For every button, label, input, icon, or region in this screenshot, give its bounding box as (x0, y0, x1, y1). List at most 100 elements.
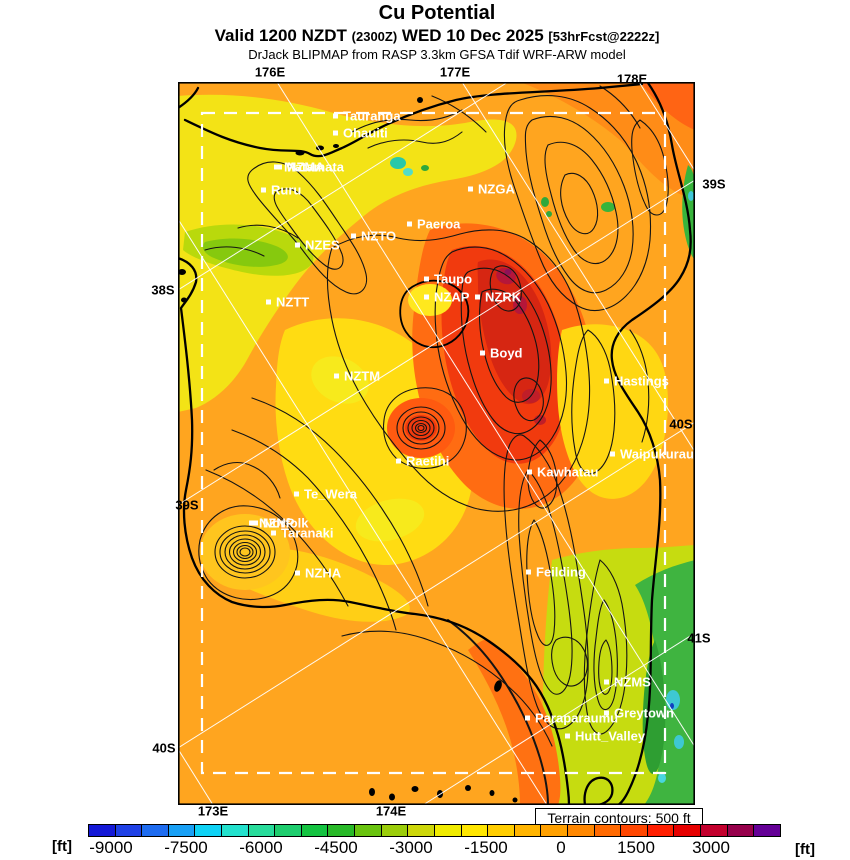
station-dot (333, 113, 338, 119)
axis-label: 176E (254, 64, 286, 80)
colorbar-segment (620, 825, 647, 836)
valid-date: WED 10 Dec 2025 (401, 26, 544, 45)
colorbar-segment (593, 825, 621, 836)
forecast-run: [53hrFcst@2222z] (548, 29, 660, 44)
station-label: NZTT (266, 296, 309, 309)
coastline (178, 82, 692, 805)
colorbar-tick-label: -1500 (464, 838, 508, 857)
station-label: NZES (295, 239, 340, 252)
station-label: Ruru (261, 184, 301, 197)
station-dot (294, 491, 299, 497)
station-dot (249, 520, 254, 526)
axis-label: 39S (175, 497, 199, 513)
colorbar-tick-label: 1500 (617, 838, 655, 857)
station-label: Feilding (526, 566, 586, 579)
station-dot (610, 451, 615, 457)
station-label: Norfolk (253, 517, 309, 530)
station-label: Boyd (480, 347, 523, 360)
station-label: NZMS (604, 676, 651, 689)
colorbar-segment (513, 825, 541, 836)
station-dot (333, 130, 338, 136)
valid-time-line: Valid 1200 NZDT (2300Z) WED 10 Dec 2025 … (215, 26, 660, 46)
axis-label: 177E (439, 64, 471, 80)
station-dot (480, 350, 485, 356)
colorbar-segment (673, 825, 701, 836)
axis-label: 41S (687, 630, 711, 646)
axis-label: 38S (151, 282, 175, 298)
model-info-line: DrJack BLIPMAP from RASP 3.3km GFSA Tdif… (248, 47, 626, 62)
colorbar-segment (433, 825, 461, 836)
station-dot (295, 242, 300, 248)
station-label: Taranaki (271, 527, 334, 540)
colorbar-tick-label: 3000 (692, 838, 730, 857)
station-label: NZMA (277, 161, 325, 174)
colorbar-segment (141, 825, 168, 836)
station-label: Paraparaumu (525, 712, 618, 725)
colorbar-tick-label: -3000 (389, 838, 433, 857)
station-dot (277, 164, 282, 170)
colorbar-segment (753, 825, 780, 836)
station-label: NZTO (351, 230, 396, 243)
station-label: Waipukurau (610, 448, 694, 461)
station-dot (274, 164, 279, 170)
station-label: Kawhatau (527, 466, 598, 479)
colorbar-tick-label: -6000 (239, 838, 283, 857)
colorbar-unit-right: [ft] (795, 841, 815, 858)
station-label: Matamata (274, 161, 344, 174)
axis-label: 174E (375, 803, 407, 819)
colorbar-segment (274, 825, 301, 836)
colorbar-unit-left: [ft] (52, 838, 72, 855)
colorbar-segment (487, 825, 514, 836)
station-label: Ohauiti (333, 127, 388, 140)
colorbar-segment (407, 825, 434, 836)
station-dot (526, 569, 531, 575)
station-dot (407, 221, 412, 227)
axis-label: 40S (152, 740, 176, 756)
terrain-contours (198, 85, 669, 805)
station-label: Raetihi (396, 455, 449, 468)
domain-boundary (200, 111, 667, 775)
station-dot (351, 233, 356, 239)
station-dot (604, 679, 609, 685)
station-label: Taupo (424, 273, 472, 286)
colorbar-segment (114, 825, 142, 836)
colorbar-segment (89, 825, 115, 836)
colorbar-segment (167, 825, 195, 836)
colorbar-tick-label: -9000 (89, 838, 133, 857)
valid-zulu: (2300Z) (351, 29, 398, 44)
station-label: NZHA (295, 567, 341, 580)
colorbar-tick-label: 0 (556, 838, 566, 857)
station-label: Hutt_Valley (565, 730, 645, 743)
valid-time: Valid 1200 NZDT (214, 26, 347, 45)
station-dot (253, 520, 258, 526)
station-dot (266, 299, 271, 305)
station-dot (527, 469, 532, 475)
axis-label: 173E (197, 803, 229, 819)
map-image (178, 82, 695, 805)
colorbar-segment (354, 825, 381, 836)
colorbar-segment (300, 825, 328, 836)
station-label: NZRK (475, 291, 521, 304)
station-dot (271, 530, 276, 536)
station-dot (604, 378, 609, 384)
axis-label: 39S (702, 176, 726, 192)
colorbar-segment (460, 825, 488, 836)
station-dot (475, 294, 480, 300)
islets (178, 97, 518, 803)
station-dot (396, 458, 401, 464)
station-dot (334, 373, 339, 379)
colorbar-ticks: -9000 -7500 -6000 -4500 -3000 -1500 0 1500 3000 (88, 838, 781, 858)
station-label: NZTM (334, 370, 380, 383)
colorbar-segment (221, 825, 248, 836)
station-dot (424, 276, 429, 282)
colorbar-segment (646, 825, 674, 836)
station-dot (468, 186, 473, 192)
station-label: Tauranga (333, 110, 401, 123)
station-label: NZNP (249, 517, 294, 530)
terrain-contours-note: Terrain contours: 500 ft (535, 808, 703, 829)
station-label: NZAP (424, 291, 469, 304)
station-dot (565, 733, 570, 739)
colorbar-tick-label: -7500 (164, 838, 208, 857)
station-label: Greytown (604, 707, 674, 720)
